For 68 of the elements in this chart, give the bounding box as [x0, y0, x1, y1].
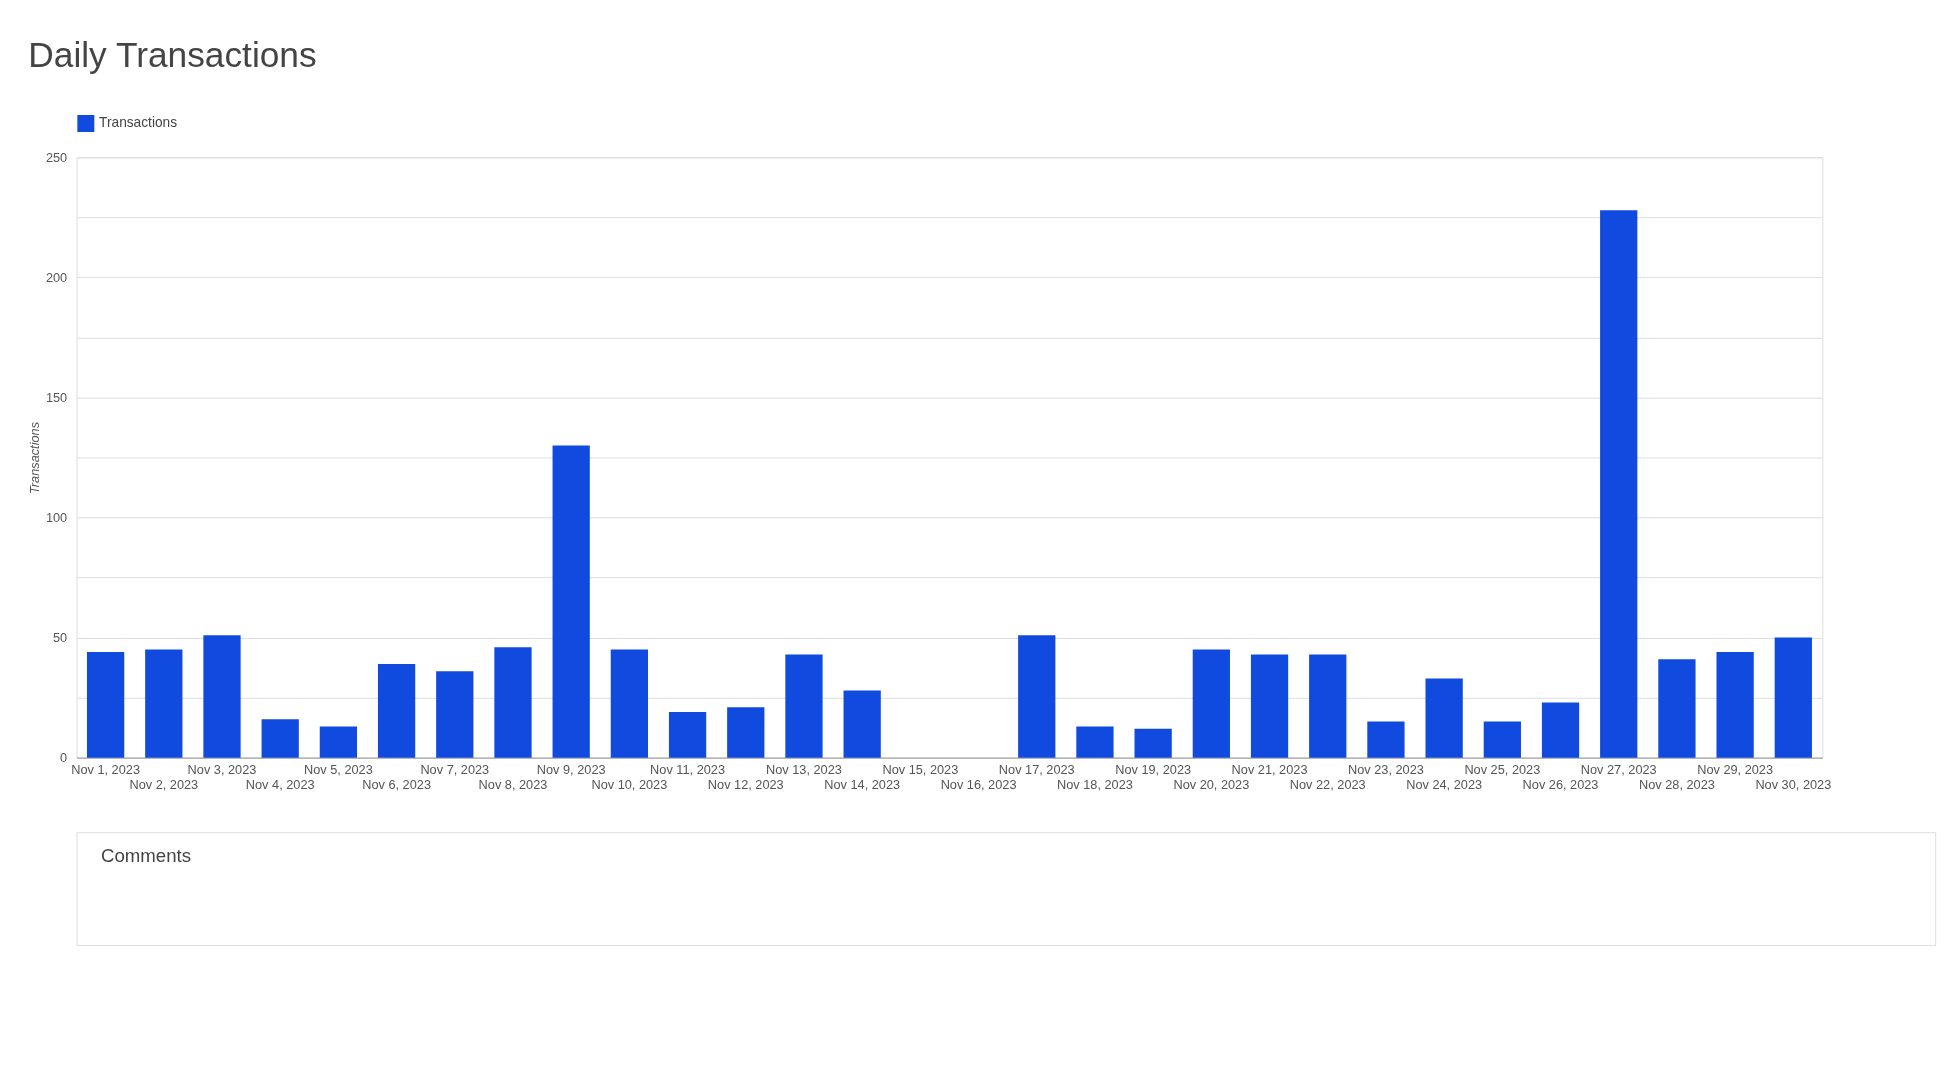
- x-tick-label: Nov 15, 2023: [882, 761, 959, 777]
- x-tick-label: Nov 13, 2023: [766, 761, 842, 777]
- x-tick-label: Nov 20, 2023: [1173, 776, 1250, 792]
- y-tick-label: 250: [45, 149, 68, 165]
- y-tick-label: 0: [60, 750, 68, 766]
- bar: [1134, 728, 1172, 758]
- x-tick-label: Nov 11, 2023: [650, 761, 726, 777]
- x-tick-label: Nov 21, 2023: [1231, 761, 1308, 777]
- bar: [436, 671, 474, 758]
- x-tick-label: Nov 8, 2023: [478, 776, 548, 792]
- bar: [1192, 649, 1230, 758]
- bar: [843, 690, 881, 758]
- bar: [1483, 721, 1521, 758]
- x-tick-label: Nov 28, 2023: [1638, 776, 1715, 792]
- bar: [552, 445, 590, 758]
- x-tick-label: Nov 30, 2023: [1755, 776, 1832, 792]
- x-tick-label: Nov 3, 2023: [187, 761, 257, 777]
- x-tick-label: Nov 16, 2023: [940, 776, 1017, 792]
- y-axis-title: Transactions: [27, 421, 43, 494]
- x-tick-label: Nov 9, 2023: [536, 761, 606, 777]
- bar: [1774, 637, 1812, 758]
- x-tick-label: Nov 22, 2023: [1289, 776, 1366, 792]
- x-tick-label: Nov 4, 2023: [245, 776, 315, 792]
- bar: [319, 726, 358, 758]
- x-tick-label: Nov 10, 2023: [591, 776, 668, 792]
- x-tick-label: Nov 7, 2023: [420, 761, 490, 777]
- chart-title: Daily Transactions: [28, 35, 317, 75]
- x-tick-label: Nov 29, 2023: [1697, 761, 1774, 777]
- x-tick-label: Nov 25, 2023: [1464, 761, 1541, 777]
- x-tick-label: Nov 19, 2023: [1115, 761, 1192, 777]
- bar: [1600, 210, 1638, 758]
- bar: [1716, 651, 1754, 758]
- bar: [1018, 635, 1056, 758]
- x-tick-label: Nov 17, 2023: [998, 761, 1075, 777]
- bar: [86, 651, 125, 758]
- bar: [377, 663, 416, 758]
- bar: [785, 654, 823, 758]
- bar: [1541, 702, 1580, 758]
- x-tick-label: Nov 2, 2023: [129, 776, 199, 792]
- x-tick-label: Nov 27, 2023: [1580, 761, 1657, 777]
- bar: [1367, 721, 1405, 758]
- bar: [145, 649, 183, 758]
- y-tick-label: 100: [45, 509, 68, 525]
- x-tick-label: Nov 23, 2023: [1348, 761, 1424, 777]
- x-tick-label: Nov 14, 2023: [824, 776, 901, 792]
- bar: [1250, 654, 1289, 758]
- bar: [494, 647, 532, 758]
- bar: [1076, 726, 1114, 758]
- x-tick-label: Nov 12, 2023: [707, 776, 784, 792]
- x-tick-label: Nov 18, 2023: [1057, 776, 1133, 792]
- bar: [1425, 678, 1463, 758]
- bar: [1309, 654, 1347, 758]
- x-tick-label: Nov 1, 2023: [71, 761, 140, 777]
- y-tick-label: 50: [53, 629, 68, 645]
- y-tick-label: 200: [45, 269, 68, 285]
- bar: [727, 707, 765, 758]
- bar: [1658, 659, 1696, 758]
- x-tick-label: Nov 24, 2023: [1406, 776, 1483, 792]
- text: Comments: [101, 844, 192, 866]
- bar: [261, 719, 299, 758]
- bar: [203, 635, 241, 758]
- bar: [668, 712, 707, 758]
- legend-label: Transactions: [99, 115, 178, 131]
- x-tick-label: Nov 5, 2023: [304, 761, 373, 777]
- x-tick-label: Nov 26, 2023: [1522, 776, 1599, 792]
- bar: [610, 649, 649, 758]
- y-tick-label: 150: [45, 389, 68, 405]
- x-tick-label: Nov 6, 2023: [362, 776, 431, 792]
